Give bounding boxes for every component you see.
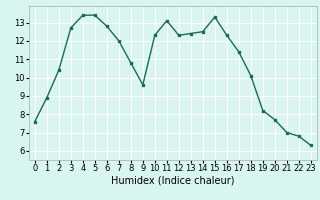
X-axis label: Humidex (Indice chaleur): Humidex (Indice chaleur) [111, 176, 235, 186]
